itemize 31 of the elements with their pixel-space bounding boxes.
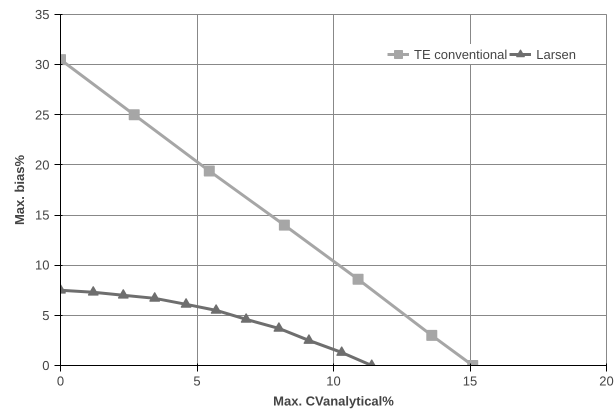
point [426,330,438,341]
y-axis-title: Max. bias% [12,154,28,226]
y-tick-label: 15 [35,208,50,223]
x-tick-label: 0 [56,374,64,388]
point [88,286,99,296]
x-tick-label: 5 [193,374,201,388]
y-tick-label: 35 [35,7,50,22]
point [278,220,290,231]
legend-label: TE conventional [414,46,508,62]
y-tick-label: 30 [35,57,50,72]
y-tick-label: 20 [35,157,50,172]
point [210,304,222,314]
x-tick-label: 20 [599,374,614,388]
y-tick-label: 5 [42,308,50,323]
y-tick-label: 0 [42,358,50,373]
point [180,298,192,308]
point [149,292,160,302]
point [336,346,348,356]
point [118,289,129,299]
y-tick-label: 25 [35,107,50,122]
point [273,322,284,332]
legend-label: Larsen [536,46,576,62]
point [352,274,364,285]
x-tick-label: 15 [462,374,478,388]
point [303,334,314,344]
x-axis-title: Max. CVanalytical% [273,394,394,408]
point [204,165,215,176]
point [128,109,140,120]
point [240,313,252,323]
x-tick-label: 10 [326,374,341,388]
y-tick-label: 10 [35,258,50,273]
